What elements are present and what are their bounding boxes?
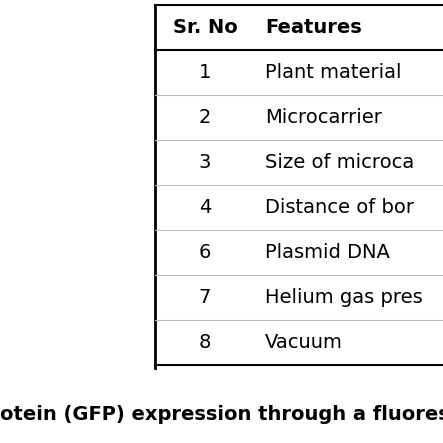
Text: Microcarrier: Microcarrier — [265, 108, 382, 127]
Text: 7: 7 — [199, 288, 211, 307]
Text: Sr. No: Sr. No — [173, 18, 237, 37]
Text: 3: 3 — [199, 153, 211, 172]
Text: 6: 6 — [199, 243, 211, 262]
Text: Size of microca: Size of microca — [265, 153, 414, 172]
Text: Plasmid DNA: Plasmid DNA — [265, 243, 390, 262]
Text: Distance of bor: Distance of bor — [265, 198, 414, 217]
Text: Vacuum: Vacuum — [265, 333, 343, 352]
Text: otein (GFP) expression through a fluoresce: otein (GFP) expression through a fluores… — [0, 405, 443, 424]
Text: Helium gas pres: Helium gas pres — [265, 288, 423, 307]
Text: 8: 8 — [199, 333, 211, 352]
Text: Plant material: Plant material — [265, 63, 401, 82]
Text: 4: 4 — [199, 198, 211, 217]
Text: 1: 1 — [199, 63, 211, 82]
Text: Features: Features — [265, 18, 362, 37]
Text: 2: 2 — [199, 108, 211, 127]
